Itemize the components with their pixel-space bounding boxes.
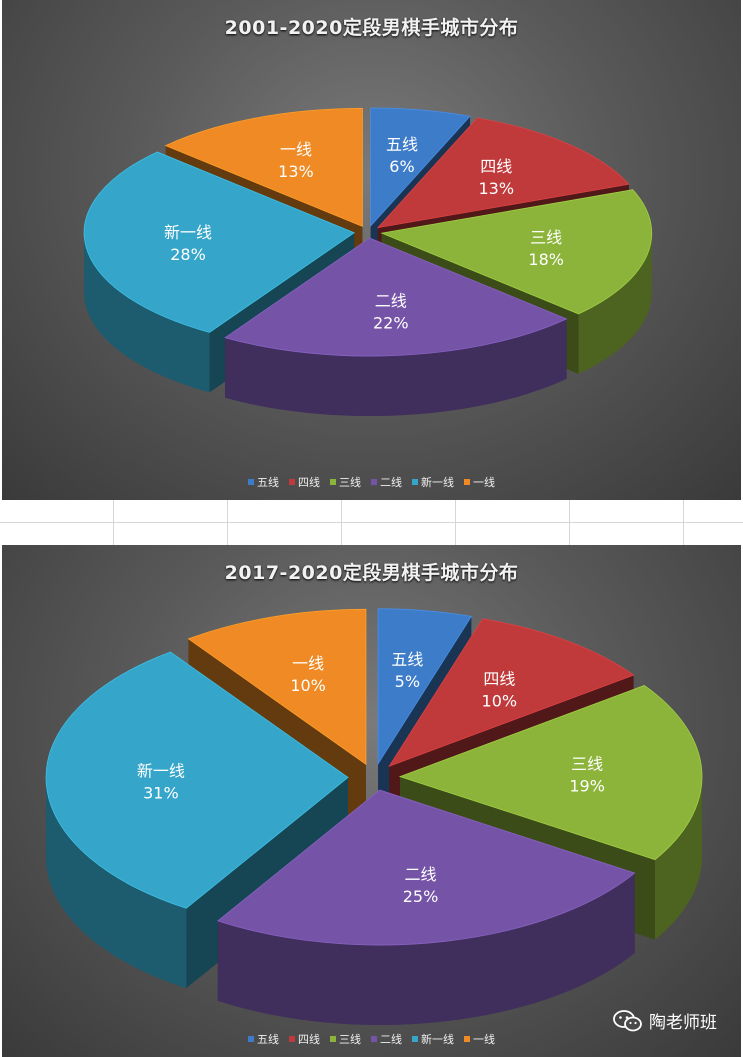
slice-2-0 [377, 608, 473, 766]
slice-category-label-2-2: 三线 [571, 755, 603, 774]
legend-label-1-1: 四线 [298, 476, 320, 489]
legend-item-1-0: 五线 [248, 474, 279, 490]
legend-swatch-2-2 [330, 1036, 336, 1042]
legend-swatch-2-3 [371, 1036, 377, 1042]
legend-label-1-2: 三线 [339, 476, 361, 489]
legend-swatch-1-3 [371, 479, 377, 485]
slice-value-label-2-2: 19% [569, 777, 605, 796]
slice-1-0 [370, 107, 471, 228]
legend-swatch-1-0 [248, 479, 254, 485]
slice-value-label-2-5: 10% [290, 676, 326, 695]
slice-2-2 [398, 685, 703, 861]
slice-2-5 [187, 608, 367, 766]
slice-outer-wall-2-2 [654, 776, 702, 940]
pie-chart-1: 五线 6% 四线 13% 三线 18% 二线 22% 新一线 28% 一线 13% [83, 107, 653, 417]
wechat-icon [613, 1009, 642, 1031]
legend-item-1-5: 一线 [464, 474, 495, 490]
slice-category-label-1-5: 一线 [280, 140, 312, 159]
slice-category-label-1-3: 二线 [375, 292, 407, 311]
slice-category-label-1-4: 新一线 [164, 223, 212, 242]
pie-chart-2: 五线 5% 四线 10% 三线 19% 二线 25% 新一线 31% 一线 10% [45, 608, 703, 1026]
slice-1-3 [224, 237, 568, 357]
legend-label-2-1: 四线 [298, 1033, 320, 1046]
chart-panel-2: 2017-2020定段男棋手城市分布 五线 5% 四线 10% 三线 19% 二线 25% 新一… [2, 545, 741, 1057]
chart-panel-1: 2001-2020定段男棋手城市分布 五线 6% 四线 13% 三线 18% 二线 22% 新一… [2, 0, 741, 500]
legend-item-2-0: 五线 [248, 1031, 279, 1047]
slice-category-label-1-0: 五线 [386, 135, 418, 154]
slice-1-5 [164, 107, 363, 227]
slice-category-label-2-3: 二线 [405, 865, 437, 884]
slice-outer-wall-1-2 [578, 233, 652, 374]
legend-1: 五线 四线 三线 二线 新一线 一线 [2, 474, 741, 490]
slice-1-1 [376, 117, 630, 229]
legend-swatch-2-0 [248, 1036, 254, 1042]
slice-category-label-2-1: 四线 [483, 669, 515, 688]
legend-item-2-4: 新一线 [412, 1031, 454, 1047]
slice-outer-wall-2-4 [46, 777, 187, 989]
legend-label-1-5: 一线 [473, 476, 495, 489]
legend-swatch-1-4 [412, 479, 418, 485]
legend-item-2-5: 一线 [464, 1031, 495, 1047]
legend-label-2-2: 三线 [339, 1033, 361, 1046]
slice-value-label-2-3: 25% [403, 887, 439, 906]
slice-value-label-2-1: 10% [482, 691, 518, 710]
legend-swatch-1-2 [330, 479, 336, 485]
legend-swatch-1-5 [464, 479, 470, 485]
legend-swatch-2-5 [464, 1036, 470, 1042]
slice-value-label-1-1: 13% [478, 179, 514, 198]
slice-category-label-2-4: 新一线 [137, 761, 185, 780]
legend-label-2-4: 新一线 [421, 1033, 454, 1046]
slice-2-3 [217, 789, 636, 946]
legend-label-2-0: 五线 [257, 1033, 279, 1046]
legend-item-2-3: 二线 [371, 1031, 402, 1047]
slice-value-label-1-4: 28% [170, 245, 206, 264]
slice-category-label-1-1: 四线 [480, 157, 512, 176]
slice-2-1 [388, 618, 635, 767]
chart-title-2: 2017-2020定段男棋手城市分布 [224, 562, 519, 584]
chart-title-1: 2001-2020定段男棋手城市分布 [224, 17, 519, 39]
slice-2-4 [45, 651, 349, 909]
slice-value-label-2-0: 5% [395, 672, 420, 691]
legend-item-2-2: 三线 [330, 1031, 361, 1047]
legend-swatch-2-4 [412, 1036, 418, 1042]
legend-label-1-0: 五线 [257, 476, 279, 489]
legend-label-2-5: 一线 [473, 1033, 495, 1046]
legend-swatch-2-1 [289, 1036, 295, 1042]
legend-label-2-3: 二线 [380, 1033, 402, 1046]
slice-category-label-1-2: 三线 [530, 228, 562, 247]
legend-item-1-3: 二线 [371, 474, 402, 490]
legend-swatch-1-1 [289, 479, 295, 485]
legend-label-1-4: 新一线 [421, 476, 454, 489]
slice-outer-wall-1-4 [84, 232, 210, 393]
spreadsheet-grid [0, 500, 743, 545]
slice-value-label-1-2: 18% [528, 250, 564, 269]
slice-category-label-2-5: 一线 [292, 654, 324, 673]
legend-item-1-4: 新一线 [412, 474, 454, 490]
watermark-text: 陶老师班 [649, 1013, 717, 1033]
slice-category-label-2-0: 五线 [391, 650, 423, 669]
slice-value-label-1-0: 6% [389, 157, 414, 176]
slice-1-2 [380, 189, 653, 315]
slice-value-label-1-3: 22% [373, 314, 409, 333]
legend-item-1-2: 三线 [330, 474, 361, 490]
slice-outer-wall-2-3 [217, 873, 635, 1026]
watermark: 陶老师班 [613, 1008, 717, 1033]
legend-item-1-1: 四线 [289, 474, 320, 490]
slice-value-label-1-5: 13% [278, 162, 314, 181]
legend-label-1-3: 二线 [380, 476, 402, 489]
legend-2: 五线 四线 三线 二线 新一线 一线 [2, 1031, 741, 1047]
legend-item-2-1: 四线 [289, 1031, 320, 1047]
slice-1-4 [83, 151, 355, 333]
slice-outer-wall-1-3 [225, 318, 567, 417]
slice-value-label-2-4: 31% [143, 783, 179, 802]
